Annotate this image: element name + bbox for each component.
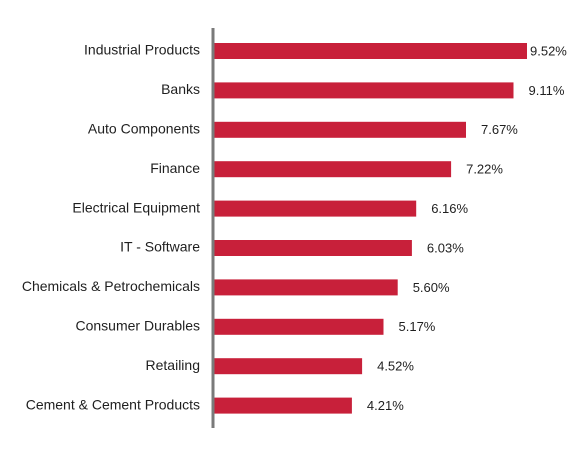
value-label-4: 6.16% (431, 201, 468, 216)
bar-8 (213, 358, 363, 375)
category-label-7: Consumer Durables (76, 318, 201, 334)
category-label-5: IT - Software (120, 239, 200, 255)
value-labels-group: 9.52% 9.11% 7.67% 7.22% 6.16% 6.03% 5.60% 5.17%… (367, 43, 567, 413)
value-label-9: 4.21% (367, 398, 404, 413)
category-label-6: Chemicals & Petrochemicals (22, 278, 200, 294)
bar-6 (213, 279, 398, 296)
value-label-0: 9.52% (530, 43, 567, 58)
value-label-7: 5.17% (399, 319, 436, 334)
bar-7 (213, 318, 384, 335)
category-label-4: Electrical Equipment (72, 199, 200, 215)
value-label-2: 7.67% (481, 122, 518, 137)
bar-4 (213, 200, 417, 217)
value-label-1: 9.11% (529, 83, 565, 98)
category-label-1: Banks (161, 81, 200, 97)
category-label-2: Auto Components (88, 121, 200, 137)
bar-0 (213, 43, 527, 59)
category-label-3: Finance (150, 160, 200, 176)
bar-9 (213, 397, 352, 414)
category-label-0: Industrial Products (84, 42, 200, 58)
category-labels-group: Industrial Products Banks Auto Components F… (22, 42, 200, 413)
value-label-6: 5.60% (413, 280, 450, 295)
value-label-5: 6.03% (427, 240, 464, 255)
bars-group (213, 43, 527, 414)
bar-5 (213, 240, 412, 256)
value-label-3: 7.22% (466, 162, 503, 177)
bar-1 (213, 82, 514, 99)
bar-3 (213, 161, 452, 178)
value-label-8: 4.52% (377, 359, 414, 374)
bar-2 (213, 121, 466, 138)
category-label-8: Retailing (146, 357, 200, 373)
category-label-9: Cement & Cement Products (26, 396, 200, 412)
